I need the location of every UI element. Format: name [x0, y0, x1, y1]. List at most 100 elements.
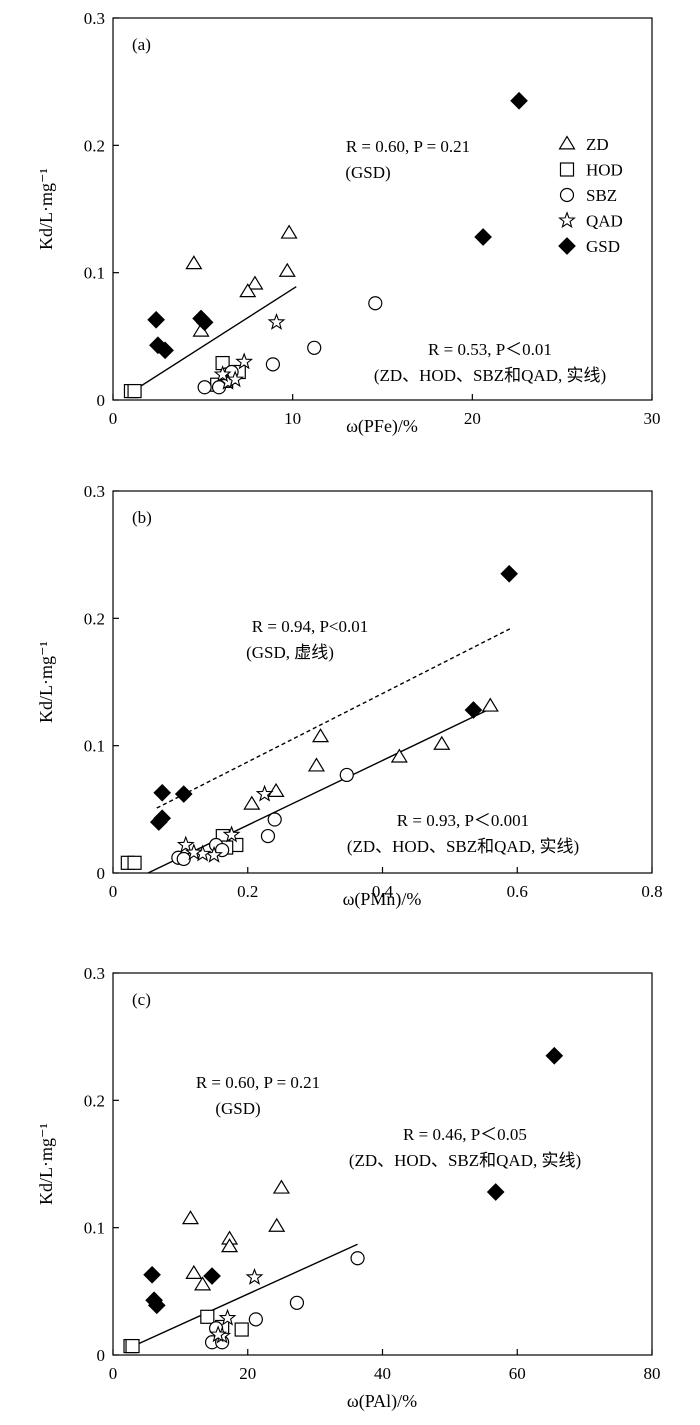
data-point-zd — [433, 735, 451, 750]
y-tick-label: 0.1 — [84, 1219, 105, 1238]
legend-marker-sbz — [559, 187, 575, 203]
annotation-others-group: (ZD、HOD、SBZ和QAD, 实线) — [349, 1151, 581, 1170]
x-tick-label: 60 — [509, 1364, 526, 1383]
y-tick-label: 0.2 — [84, 609, 105, 628]
data-point-sbz — [350, 1251, 365, 1266]
data-point-zd — [267, 782, 285, 797]
legend-label-hod: HOD — [586, 161, 623, 180]
data-point-gsd — [195, 313, 214, 332]
y-tick-label: 0.1 — [84, 737, 105, 756]
data-point-qad — [235, 352, 254, 370]
data-point-sbz — [248, 1312, 263, 1327]
data-point-zd — [481, 697, 499, 712]
data-point-zd — [185, 255, 203, 270]
annotation-others-group: (ZD、HOD、SBZ和QAD, 实线) — [374, 366, 606, 385]
x-tick-label: 80 — [644, 1364, 661, 1383]
plot-frame — [112, 17, 653, 401]
data-point-zd — [280, 224, 298, 239]
data-point-zd — [243, 795, 261, 810]
panel-label: (b) — [132, 508, 152, 527]
dashed-fit-line — [156, 627, 511, 809]
y-tick-label: 0.3 — [84, 964, 105, 983]
y-tick-label: 0 — [97, 864, 106, 883]
data-point-gsd — [149, 813, 168, 831]
data-marks — [123, 1046, 564, 1354]
data-point-gsd — [147, 310, 165, 329]
axis-ticks: 0 20 40 60 80 0 0.1 0.2 0.3 — [84, 964, 661, 1383]
data-point-gsd — [500, 564, 518, 583]
annotation-gsd-group: (GSD) — [215, 1099, 260, 1118]
data-point-gsd — [486, 1183, 505, 1201]
data-point-hod — [200, 1309, 215, 1324]
data-point-zd — [239, 283, 257, 298]
legend-marker-zd — [558, 135, 576, 150]
x-tick-label: 0.6 — [507, 882, 528, 901]
data-point-zd — [246, 275, 264, 290]
data-point-sbz — [368, 296, 383, 311]
data-point-zd — [185, 1264, 203, 1279]
data-point-sbz — [289, 1295, 305, 1310]
data-point-gsd — [156, 341, 174, 360]
y-axis-label: Kd/L·mg⁻¹ — [36, 1123, 56, 1205]
data-point-hod — [127, 383, 142, 399]
data-point-zd — [272, 1179, 290, 1194]
data-point-qad — [226, 370, 245, 388]
legend-label-gsd: GSD — [586, 237, 620, 256]
legend-marker-qad — [558, 211, 576, 229]
data-marks — [120, 564, 518, 874]
data-point-zd — [307, 757, 326, 772]
data-point-gsd — [474, 228, 492, 246]
y-axis-label: Kd/L·mg⁻¹ — [36, 168, 56, 250]
data-point-hod — [125, 1338, 140, 1354]
data-point-gsd — [143, 1265, 161, 1284]
data-point-gsd — [545, 1046, 564, 1065]
data-point-qad — [209, 1325, 228, 1343]
legend-label-sbz: SBZ — [586, 186, 617, 205]
data-point-sbz — [260, 828, 276, 844]
data-point-zd — [194, 1276, 212, 1291]
data-point-zd — [390, 748, 408, 763]
y-tick-label: 0.3 — [84, 482, 105, 501]
y-axis-label: Kd/L·mg⁻¹ — [36, 641, 56, 723]
x-tick-label: 30 — [644, 409, 661, 428]
chart-panel-a: (a) 0 10 20 30 0 0.1 0.2 0.3 R = 0.60, P = 0.21… — [36, 9, 661, 437]
x-tick-label: 20 — [239, 1364, 256, 1383]
x-tick-label: 0.4 — [372, 882, 394, 901]
solid-fit-line — [130, 1243, 358, 1348]
annotation-gsd-stats: R = 0.60, P = 0.21 — [196, 1073, 320, 1092]
y-tick-label: 0.2 — [84, 1091, 105, 1110]
chart-panel-b: (b) 0 0.2 0.4 0.6 0.8 0 0.1 0.2 0.3 R = 0.94, P<… — [36, 482, 663, 910]
data-point-qad — [222, 825, 241, 843]
y-tick-label: 0 — [97, 391, 106, 410]
x-axis-label: ω(PMn)/% — [343, 889, 422, 910]
x-axis-label: ω(PFe)/% — [346, 416, 418, 437]
data-point-sbz — [176, 851, 191, 867]
data-point-qad — [213, 365, 232, 383]
x-tick-label: 0 — [109, 882, 118, 901]
annotation-gsd-stats: R = 0.94, P<0.01 — [252, 617, 368, 636]
x-tick-label: 10 — [284, 409, 301, 428]
x-tick-label: 20 — [464, 409, 481, 428]
data-point-sbz — [339, 767, 354, 783]
solid-fit-line — [130, 286, 297, 393]
x-axis-label: ω(PAl)/% — [347, 1391, 417, 1412]
axis-ticks: 0 0.2 0.4 0.6 0.8 0 0.1 0.2 0.3 — [84, 482, 663, 901]
data-marks — [123, 91, 528, 399]
plot-frame — [112, 490, 653, 874]
data-point-gsd — [153, 783, 172, 802]
data-point-sbz — [265, 357, 281, 372]
data-point-zd — [181, 1210, 200, 1225]
legend-marker-hod — [559, 162, 575, 177]
data-point-zd — [278, 262, 296, 277]
data-point-qad — [176, 835, 195, 853]
y-tick-label: 0.3 — [84, 9, 105, 28]
legend-marker-gsd — [558, 237, 576, 255]
data-point-qad — [218, 1308, 237, 1326]
annotation-gsd-stats: R = 0.60, P = 0.21 — [346, 137, 470, 156]
data-point-sbz — [197, 380, 212, 395]
x-tick-label: 40 — [374, 1364, 391, 1383]
annotation-others-stats: R = 0.46, P＜0.05 — [403, 1125, 527, 1144]
solid-fit-line — [147, 708, 491, 874]
axis-ticks: 0 10 20 30 0 0.1 0.2 0.3 — [84, 9, 661, 428]
data-point-zd — [221, 1238, 239, 1253]
